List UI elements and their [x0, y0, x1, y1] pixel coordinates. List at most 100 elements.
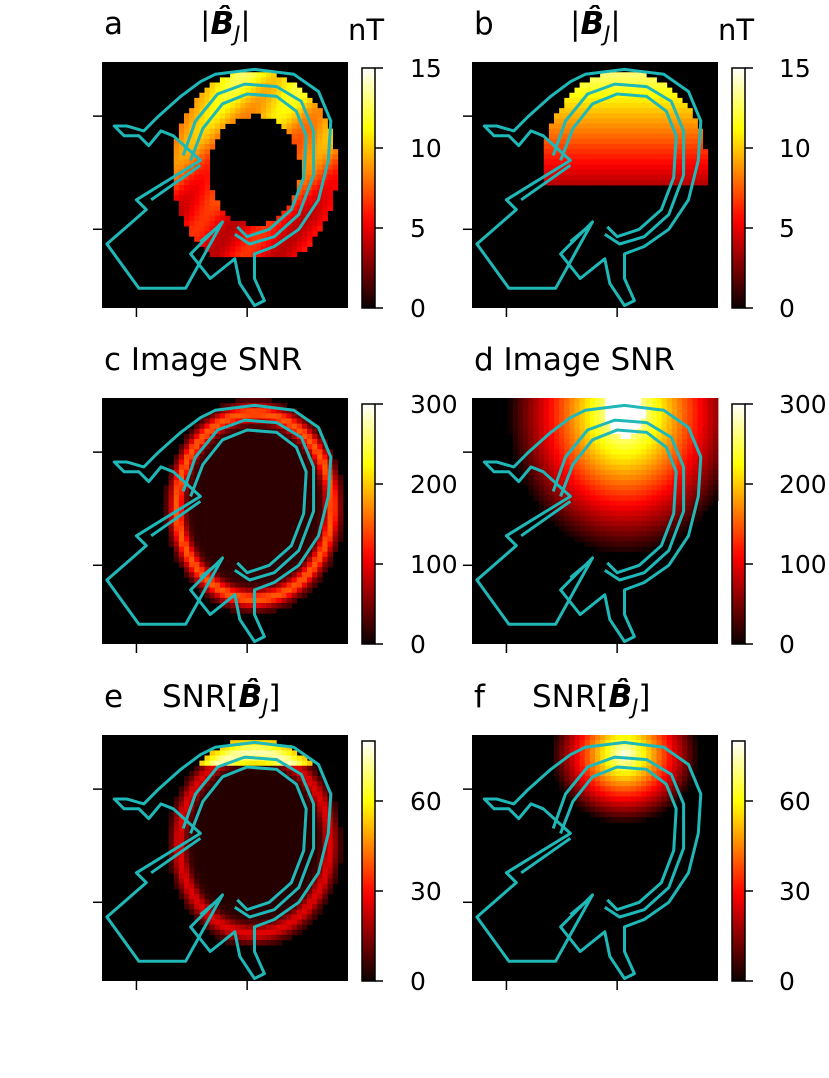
- heatmap-cell: [271, 577, 277, 583]
- heatmap-cell: [230, 740, 236, 746]
- heatmap-cell: [184, 822, 190, 828]
- heatmap-cell: [255, 490, 262, 496]
- heatmap-cell: [301, 592, 308, 599]
- heatmap-cell: [322, 138, 328, 145]
- heatmap-cell: [307, 919, 313, 926]
- heatmap-cell: [569, 423, 575, 430]
- heatmap-cell: [543, 418, 550, 425]
- heatmap-cell: [641, 72, 647, 78]
- heatmap-cell: [595, 791, 601, 797]
- heatmap-cell: [615, 103, 622, 109]
- heatmap-cell: [230, 878, 236, 885]
- heatmap-cell: [322, 449, 328, 455]
- heatmap-cell: [199, 786, 205, 792]
- heatmap-cell: [204, 863, 211, 869]
- heatmap-cell: [281, 464, 287, 471]
- heatmap-cell: [260, 567, 267, 573]
- heatmap-cell: [194, 226, 200, 232]
- heatmap-cell: [554, 495, 560, 501]
- heatmap-cell: [317, 567, 323, 573]
- heatmap-cell: [301, 418, 308, 425]
- heatmap-cell: [564, 108, 570, 114]
- heatmap-cell: [554, 128, 560, 135]
- heatmap-cell: [245, 505, 252, 512]
- heatmap-cell: [543, 149, 550, 155]
- heatmap-cell: [271, 541, 277, 548]
- heatmap-cell: [189, 904, 195, 910]
- heatmap-cell: [250, 480, 257, 486]
- heatmap-cell: [235, 433, 241, 440]
- heatmap-cell: [589, 433, 596, 440]
- heatmap-cell: [615, 786, 622, 792]
- heatmap-cell: [281, 82, 287, 89]
- heatmap-cell: [574, 755, 581, 762]
- heatmap-cell: [194, 521, 200, 527]
- heatmap-cell: [651, 108, 657, 114]
- heatmap-cell: [276, 822, 282, 828]
- heatmap-cell: [692, 735, 698, 741]
- heatmap-cell: [286, 801, 293, 808]
- heatmap-cell: [636, 480, 642, 486]
- heatmap-cell: [230, 868, 236, 874]
- heatmap-cell: [281, 822, 287, 828]
- heatmap-cell: [327, 515, 334, 522]
- heatmap-cell: [661, 750, 668, 756]
- heatmap-cell: [250, 536, 257, 542]
- heatmap-cell: [199, 480, 205, 486]
- heatmap-cell: [548, 413, 555, 419]
- heatmap-cell: [574, 459, 581, 466]
- heatmap-cell: [630, 169, 637, 176]
- heatmap-cell: [296, 195, 303, 201]
- heatmap-cell: [636, 521, 642, 527]
- colorbar-tick-label: 200: [779, 470, 827, 499]
- heatmap-cell: [296, 138, 303, 145]
- heatmap-cell: [595, 82, 601, 89]
- heatmap-cell: [189, 806, 195, 813]
- heatmap-cell: [225, 505, 231, 512]
- heatmap-cell: [276, 403, 282, 409]
- heatmap-cell: [677, 174, 683, 181]
- heatmap-cell: [677, 531, 683, 537]
- heatmap-cell: [296, 551, 303, 558]
- heatmap-cell: [569, 755, 575, 762]
- heatmap-cell: [523, 439, 529, 445]
- heatmap-cell: [322, 822, 328, 828]
- heatmap-cell: [554, 159, 560, 165]
- heatmap-cell: [615, 77, 622, 83]
- heatmap-cell: [209, 138, 216, 145]
- heatmap-cell: [579, 735, 586, 741]
- heatmap-cell: [204, 858, 211, 864]
- heatmap-cell: [240, 113, 246, 119]
- heatmap-cell: [559, 413, 565, 419]
- heatmap-cell: [641, 179, 647, 186]
- heatmap-cell: [235, 868, 241, 874]
- heatmap-cell: [610, 413, 616, 419]
- heatmap-cell: [194, 200, 200, 206]
- heatmap-cell: [615, 745, 622, 751]
- heatmap-cell: [276, 551, 282, 558]
- heatmap-cell: [513, 418, 519, 425]
- heatmap-cell: [271, 97, 277, 104]
- heatmap-cell: [271, 801, 277, 808]
- heatmap-cell: [533, 449, 540, 455]
- heatmap-cell: [276, 226, 282, 232]
- heatmap-cell: [656, 113, 663, 119]
- heatmap-cell: [245, 97, 252, 104]
- heatmap-cell: [266, 940, 272, 946]
- heatmap-cell: [569, 745, 575, 751]
- heatmap-cell: [260, 597, 267, 604]
- heatmap-cell: [281, 801, 287, 808]
- heatmap-cell: [564, 428, 570, 435]
- heatmap-cell: [178, 154, 185, 160]
- heatmap-cell: [225, 403, 231, 409]
- heatmap-cell: [641, 515, 647, 522]
- heatmap-cell: [538, 418, 545, 425]
- heatmap-cell: [266, 842, 272, 849]
- heatmap-cell: [240, 822, 246, 828]
- heatmap-cell: [235, 776, 241, 782]
- heatmap-cell: [548, 464, 555, 471]
- heatmap-cell: [666, 480, 673, 486]
- heatmap-cell: [548, 495, 555, 501]
- heatmap-cell: [291, 113, 298, 119]
- heatmap-cell: [656, 760, 663, 767]
